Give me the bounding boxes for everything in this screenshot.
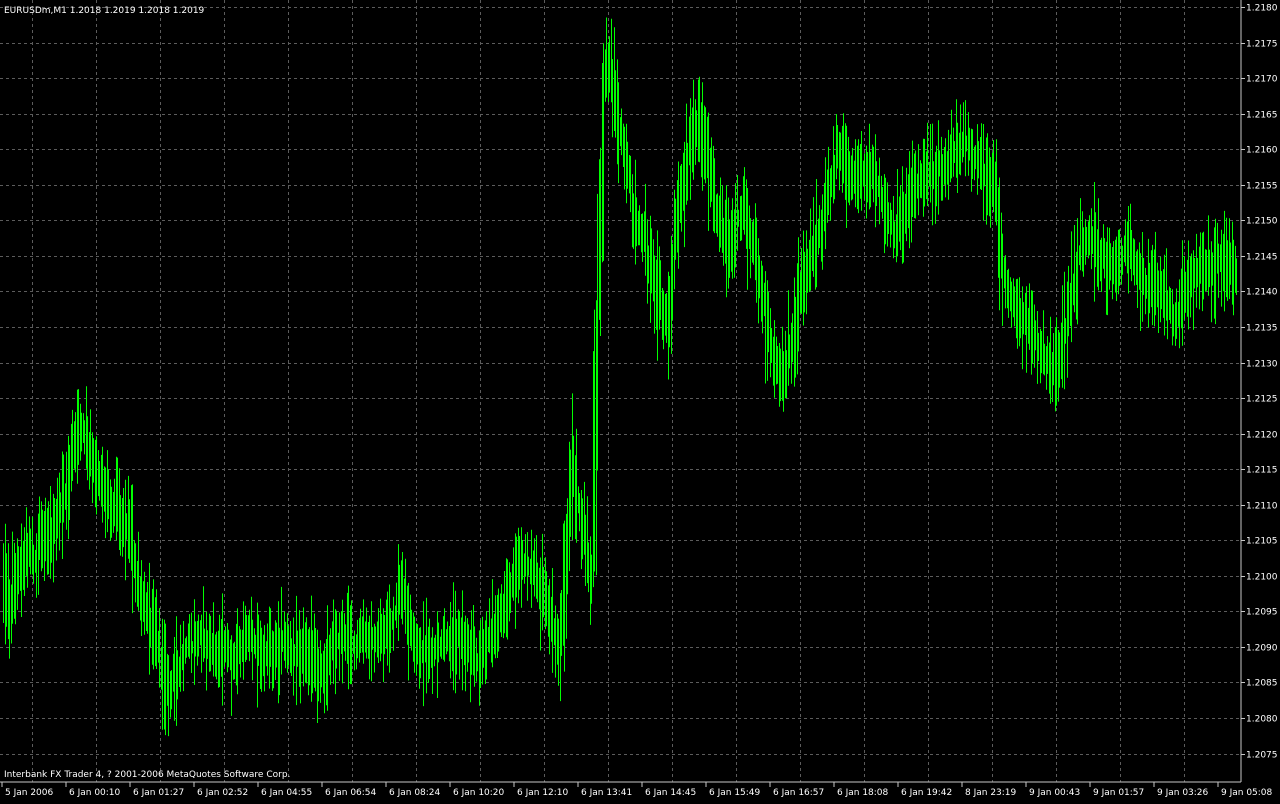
y-tick-label: 1.2165 (1246, 111, 1278, 121)
y-tick-label: 1.2110 (1246, 502, 1278, 512)
grid-lines (0, 0, 1241, 782)
y-tick-label: 1.2125 (1246, 395, 1278, 405)
price-axis-labels: 1.2180 1.2175 1.2170 1.2165 1.2160 1.2155 1.21… (1241, 4, 1278, 761)
y-tick-label: 1.2170 (1246, 75, 1278, 85)
y-tick-label: 1.2140 (1246, 288, 1278, 298)
x-tick-label: 6 Jan 08:24 (389, 788, 441, 798)
price-bars (3, 17, 1237, 737)
x-tick-label: 8 Jan 23:19 (965, 788, 1017, 798)
x-tick-label: 6 Jan 10:20 (453, 788, 505, 798)
y-tick-label: 1.2085 (1246, 679, 1278, 689)
copyright-notice: Interbank FX Trader 4, ? 2001-2006 MetaQ… (4, 770, 290, 780)
x-tick-label: 6 Jan 06:54 (325, 788, 377, 798)
y-tick-label: 1.2105 (1246, 537, 1278, 547)
y-tick-label: 1.2130 (1246, 360, 1278, 370)
y-tick-label: 1.2075 (1246, 751, 1278, 761)
y-tick-label: 1.2080 (1246, 715, 1278, 725)
x-tick-label: 9 Jan 05:08 (1221, 788, 1273, 798)
x-tick-label: 6 Jan 01:27 (133, 788, 184, 798)
x-tick-label: 6 Jan 00:10 (69, 788, 121, 798)
y-tick-label: 1.2115 (1246, 466, 1278, 476)
x-tick-label: 9 Jan 03:26 (1157, 788, 1209, 798)
x-tick-label: 6 Jan 13:41 (581, 788, 632, 798)
y-tick-label: 1.2100 (1246, 573, 1278, 583)
time-axis-labels: 5 Jan 2006 6 Jan 00:10 6 Jan 01:27 6 Jan 02… (1, 782, 1273, 798)
y-tick-label: 1.2095 (1246, 608, 1278, 618)
y-tick-label: 1.2135 (1246, 324, 1278, 334)
x-tick-label: 6 Jan 16:57 (773, 788, 824, 798)
y-tick-label: 1.2090 (1246, 644, 1278, 654)
x-tick-label: 6 Jan 19:42 (901, 788, 952, 798)
y-tick-label: 1.2155 (1246, 182, 1278, 192)
x-tick-label: 6 Jan 12:10 (517, 788, 569, 798)
y-tick-label: 1.2150 (1246, 217, 1278, 227)
x-tick-label: 9 Jan 01:57 (1093, 788, 1144, 798)
x-tick-label: 9 Jan 00:43 (1029, 788, 1080, 798)
y-tick-label: 1.2120 (1246, 431, 1278, 441)
symbol-header: EURUSDm,M1 1.2018 1.2019 1.2018 1.2019 (4, 6, 205, 16)
x-tick-label: 6 Jan 14:45 (645, 788, 696, 798)
y-tick-label: 1.2175 (1246, 40, 1278, 50)
y-tick-label: 1.2160 (1246, 146, 1278, 156)
x-tick-label: 5 Jan 2006 (5, 788, 53, 798)
y-tick-label: 1.2180 (1246, 4, 1278, 14)
x-tick-label: 6 Jan 02:52 (197, 788, 248, 798)
y-tick-label: 1.2145 (1246, 253, 1278, 263)
axes (0, 0, 1242, 783)
x-tick-label: 6 Jan 18:08 (837, 788, 889, 798)
x-tick-label: 6 Jan 15:49 (709, 788, 761, 798)
x-tick-label: 6 Jan 04:55 (261, 788, 312, 798)
